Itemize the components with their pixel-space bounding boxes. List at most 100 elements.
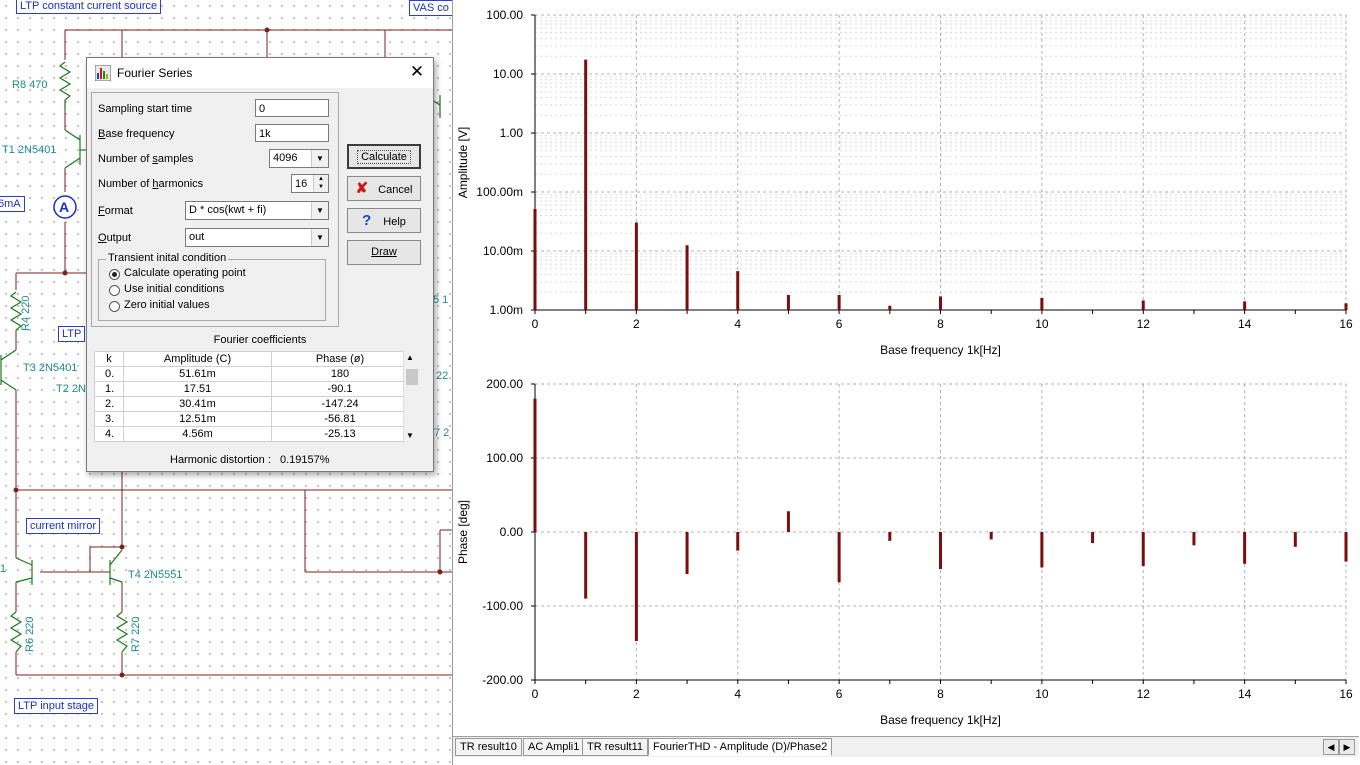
option-zero-initial-values[interactable]: Zero initial values <box>124 299 210 311</box>
close-icon[interactable]: ✕ <box>409 62 425 81</box>
number-of-samples-label: Number of samples <box>98 153 194 165</box>
schematic-wires: A <box>0 27 452 678</box>
cell-phase: -147.24 <box>271 396 409 412</box>
label-ltp-ccs[interactable]: LTP constant current source <box>16 0 162 14</box>
table-row[interactable]: 1. 17.51 -90.1 <box>94 381 409 397</box>
radio-calculate-operating-point[interactable] <box>109 269 120 280</box>
harmonic-distortion-label: Harmonic distortion : <box>170 454 271 466</box>
phase-xtick-label: 4 <box>734 687 741 701</box>
calculate-button[interactable]: Calculate <box>347 144 421 169</box>
tab-scroll-right-icon[interactable]: ▶ <box>1339 739 1355 755</box>
cell-phase: -56.81 <box>271 411 409 427</box>
cell-amplitude: 17.51 <box>123 381 272 397</box>
phase-xtick-label: 12 <box>1137 687 1151 701</box>
sampling-start-input[interactable]: 0 <box>255 99 329 117</box>
amplitude-xtick-label: 6 <box>836 317 843 331</box>
label-vas[interactable]: VAS co <box>409 0 452 16</box>
scroll-up-icon[interactable]: ▲ <box>406 353 414 362</box>
chevron-down-icon[interactable]: ▼ <box>311 229 328 246</box>
tab-ac-ampli1[interactable]: AC Ampli1 <box>523 738 585 756</box>
amplitude-ytick-label: 100.00 <box>486 8 523 22</box>
label-ltp-input-stage[interactable]: LTP input stage <box>14 698 99 714</box>
table-row[interactable]: 2. 30.41m -147.24 <box>94 396 409 412</box>
amplitude-xtick-label: 10 <box>1035 317 1049 331</box>
cell-amplitude: 30.41m <box>123 396 272 412</box>
component-t2[interactable]: T2 2N <box>56 383 86 395</box>
cell-k: 3. <box>94 411 124 427</box>
dialog-titlebar[interactable]: Fourier Series ✕ <box>87 58 433 88</box>
transient-group: Transient inital condition Calculate ope… <box>98 252 326 321</box>
amplitude-xtick-label: 2 <box>633 317 640 331</box>
output-label: Output <box>98 232 132 244</box>
help-question-icon: ? <box>362 212 372 229</box>
radio-zero-initial-values[interactable] <box>109 301 120 312</box>
spin-arrows-icon[interactable]: ▲ ▼ <box>313 175 328 192</box>
column-header-amplitude[interactable]: Amplitude (C) <box>123 351 272 367</box>
help-button[interactable]: ? Help <box>347 208 421 233</box>
draw-button[interactable]: Draw <box>347 240 421 265</box>
component-r6[interactable]: R6 220 <box>24 616 36 652</box>
coefficients-table[interactable]: k Amplitude (C) Phase (ø) 0. 51.61m 180 1.… <box>94 351 409 442</box>
fourier-series-dialog[interactable]: Fourier Series ✕ Sampling start time 0 B… <box>86 57 434 472</box>
phase-xtick-label: 6 <box>836 687 843 701</box>
scrollbar-thumb[interactable] <box>406 369 418 385</box>
output-value: out <box>189 231 205 243</box>
format-value: D * cos(kwt + fi) <box>189 204 267 216</box>
format-select[interactable]: D * cos(kwt + fi) ▼ <box>185 201 329 220</box>
component-t3[interactable]: T3 2N5401 <box>23 362 78 374</box>
option-use-initial-conditions[interactable]: Use initial conditions <box>124 283 225 295</box>
component-r8[interactable]: R8 470 <box>12 79 48 91</box>
coefficients-scrollbar[interactable]: ▲ ▼ <box>403 351 421 444</box>
option-calculate-operating-point[interactable]: Calculate operating point <box>124 267 246 279</box>
diagram-window[interactable]: 100.00 10.00 1.00 100.00m 10.00m 1.00m 0 2 4 6 8 10… <box>452 0 1360 765</box>
number-of-samples-select[interactable]: 4096 ▼ <box>269 149 329 168</box>
radio-use-initial-conditions[interactable] <box>109 285 120 296</box>
cancel-button[interactable]: ✘ Cancel <box>347 176 421 201</box>
sampling-start-label: Sampling start time <box>98 103 193 115</box>
parameters-panel: Sampling start time 0 Base frequency 1k … <box>91 92 339 327</box>
number-of-harmonics-value: 16 <box>295 178 308 190</box>
table-row[interactable]: 0. 51.61m 180 <box>94 366 409 382</box>
fourier-app-icon <box>95 65 111 81</box>
cell-amplitude: 51.61m <box>123 366 272 382</box>
tab-scroll-left-icon[interactable]: ◀ <box>1323 739 1339 755</box>
phase-ytick-label: 200.00 <box>486 377 523 391</box>
tab-fourier-thd[interactable]: FourierTHD - Amplitude (D)/Phase2 <box>648 738 833 756</box>
cell-k: 0. <box>94 366 124 382</box>
output-select[interactable]: out ▼ <box>185 228 329 247</box>
column-header-k[interactable]: k <box>94 351 124 367</box>
component-t4[interactable]: T4 2N5551 <box>128 569 183 581</box>
cell-phase: 180 <box>271 366 409 382</box>
base-frequency-input[interactable]: 1k <box>255 124 329 142</box>
phase-y-axis-title: Phase [deg] <box>456 500 470 564</box>
chevron-down-icon[interactable]: ▼ <box>311 202 328 219</box>
column-header-phase[interactable]: Phase (ø) <box>271 351 409 367</box>
ammeter-symbol: A <box>59 199 69 215</box>
tab-tr-result10[interactable]: TR result10 <box>455 738 522 756</box>
component-r4[interactable]: R4 220 <box>20 295 32 331</box>
label-ltp[interactable]: LTP <box>58 326 86 342</box>
component-t1[interactable]: T1 2N5401 <box>2 144 57 156</box>
table-row[interactable]: 4. 4.56m -25.13 <box>94 426 409 442</box>
table-row[interactable]: 3. 12.51m -56.81 <box>94 411 409 427</box>
tab-tr-result11[interactable]: TR result11 <box>582 738 649 756</box>
phase-ytick-label: -100.00 <box>482 599 523 613</box>
chevron-down-icon[interactable]: ▼ <box>311 150 328 167</box>
label-current-mirror[interactable]: current mirror <box>26 518 101 534</box>
number-of-harmonics-label: Number of harmonics <box>98 178 204 190</box>
number-of-harmonics-stepper[interactable]: 16 ▲ ▼ <box>291 174 329 193</box>
amplitude-ytick-label: 1.00 <box>500 126 524 140</box>
phase-xtick-label: 0 <box>532 687 539 701</box>
cell-amplitude: 4.56m <box>123 426 272 442</box>
phase-xtick-label: 16 <box>1339 687 1353 701</box>
base-frequency-label: Base frequency <box>98 128 175 140</box>
amplitude-xtick-label: 4 <box>734 317 741 331</box>
amplitude-x-axis-title: Base frequency 1k[Hz] <box>880 343 1001 357</box>
amplitude-y-axis-title: Amplitude [V] <box>456 127 470 198</box>
cell-phase: -25.13 <box>271 426 409 442</box>
component-r7[interactable]: R7 220 <box>130 616 142 652</box>
scroll-down-icon[interactable]: ▼ <box>406 431 414 440</box>
number-of-samples-value: 4096 <box>273 152 298 164</box>
component-fragment-1: 1 <box>0 563 7 575</box>
